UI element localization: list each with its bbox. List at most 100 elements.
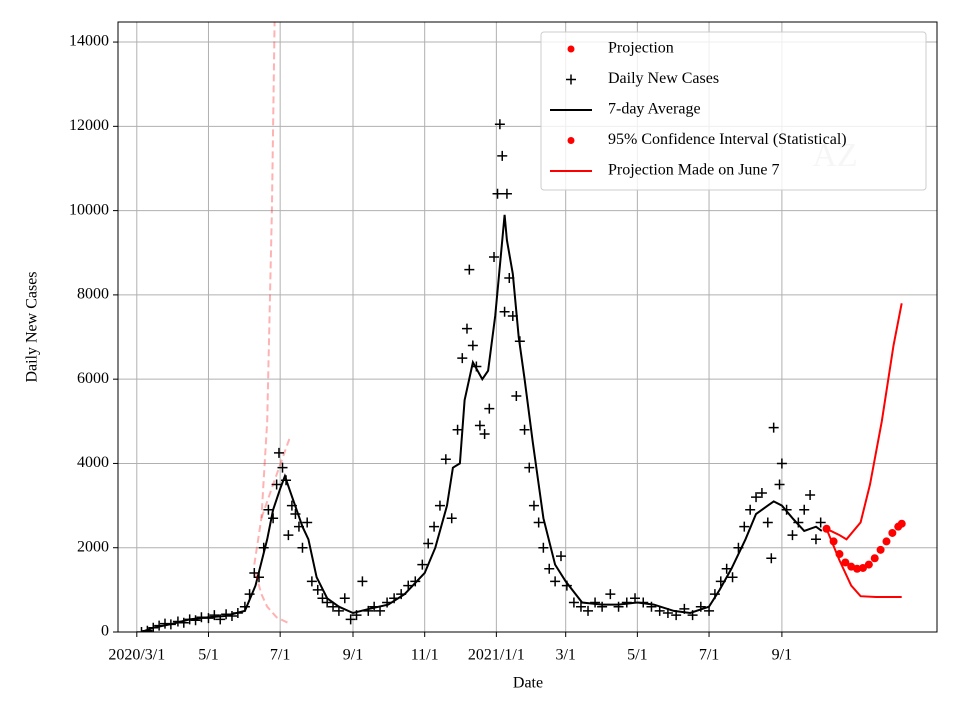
y-tick-label: 0 xyxy=(101,623,109,640)
case-marker xyxy=(756,487,767,498)
legend-marker xyxy=(566,74,576,85)
case-marker xyxy=(762,517,773,528)
case-marker xyxy=(810,534,821,545)
projection-point xyxy=(853,564,862,573)
case-marker xyxy=(440,454,451,465)
case-marker xyxy=(302,517,313,528)
projection-line xyxy=(253,22,276,565)
case-marker xyxy=(467,340,478,351)
case-marker xyxy=(263,504,274,515)
legend-marker xyxy=(567,45,575,53)
legend-label: 95% Confidence Interval (Statistical) xyxy=(608,131,847,148)
case-marker xyxy=(339,593,350,604)
case-marker xyxy=(306,576,317,587)
y-tick-label: 2000 xyxy=(77,538,109,555)
grid xyxy=(118,22,937,633)
case-marker xyxy=(209,610,220,621)
x-tick-label: 2020/3/1 xyxy=(108,647,165,664)
projection-line xyxy=(260,437,291,519)
case-marker xyxy=(776,458,787,469)
case-marker xyxy=(497,150,508,161)
case-marker xyxy=(190,615,201,626)
case-marker xyxy=(745,504,756,515)
case-marker xyxy=(555,551,566,562)
projection-point xyxy=(858,563,867,572)
x-tick-label: 5/1 xyxy=(627,647,647,664)
case-marker xyxy=(568,597,579,608)
y-tick-label: 8000 xyxy=(77,286,109,303)
case-marker xyxy=(499,306,510,317)
case-marker xyxy=(461,323,472,334)
case-marker xyxy=(160,618,171,629)
legend-label: Daily New Cases xyxy=(608,70,719,87)
legend-box xyxy=(540,31,927,191)
x-axis-label: Date xyxy=(513,675,543,692)
case-marker xyxy=(312,584,323,595)
case-marker xyxy=(528,500,539,511)
projection-point xyxy=(897,519,906,528)
case-marker xyxy=(768,422,779,433)
case-marker xyxy=(550,576,561,587)
case-marker xyxy=(492,188,503,199)
case-marker xyxy=(136,627,147,632)
y-tick-label: 6000 xyxy=(77,370,109,387)
case-marker xyxy=(787,530,798,541)
case-marker xyxy=(597,601,608,612)
plot-area xyxy=(136,22,906,632)
case-marker xyxy=(446,513,457,524)
case-marker xyxy=(805,490,816,501)
ticks: 0 2000 4000 6000 8000 10000 12000 14000 2020/3/1… xyxy=(69,33,792,664)
legend-label: Projection Made on June 7 xyxy=(608,162,780,179)
case-marker xyxy=(489,251,500,262)
confidence-line xyxy=(825,528,902,598)
y-tick-label: 10000 xyxy=(69,201,109,218)
case-marker xyxy=(317,593,328,604)
case-marker xyxy=(590,597,601,608)
case-marker xyxy=(268,513,279,524)
case-marker xyxy=(727,572,738,583)
case-marker xyxy=(271,479,282,490)
case-marker xyxy=(494,119,505,130)
case-marker xyxy=(452,424,463,435)
case-marker xyxy=(423,538,434,549)
case-marker xyxy=(283,530,294,541)
case-marker xyxy=(297,542,308,553)
x-tick-label: 7/1 xyxy=(270,647,290,664)
case-marker xyxy=(815,517,826,528)
case-marker xyxy=(464,264,475,275)
projection-point xyxy=(864,560,873,569)
case-marker xyxy=(484,403,495,414)
y-tick-label: 14000 xyxy=(69,33,109,50)
case-marker xyxy=(511,391,522,402)
x-tick-label: 2021/1/1 xyxy=(468,647,525,664)
x-tick-label: 5/1 xyxy=(198,647,218,664)
case-marker xyxy=(613,601,624,612)
case-marker xyxy=(544,563,555,574)
case-marker xyxy=(538,542,549,553)
case-marker xyxy=(429,521,440,532)
legend-label: 7-day Average xyxy=(608,101,701,118)
x-tick-label: 3/1 xyxy=(555,647,575,664)
projection-point xyxy=(870,554,879,563)
legend-label: Projection xyxy=(608,40,674,57)
case-marker xyxy=(519,424,530,435)
case-marker xyxy=(583,605,594,616)
projection-line xyxy=(254,572,291,625)
y-tick-label: 12000 xyxy=(69,117,109,134)
case-marker xyxy=(721,563,732,574)
case-marker xyxy=(766,553,777,564)
case-marker xyxy=(410,576,421,587)
x-tick-label: 9/1 xyxy=(343,647,363,664)
case-marker xyxy=(533,517,544,528)
projection-point xyxy=(882,537,891,546)
x-tick-label: 7/1 xyxy=(699,647,719,664)
case-marker xyxy=(434,500,445,511)
y-axis-label: Daily New Cases xyxy=(24,271,41,382)
case-marker xyxy=(357,576,368,587)
case-marker xyxy=(524,462,535,473)
case-marker xyxy=(479,428,490,439)
projection-point xyxy=(876,545,885,554)
case-marker xyxy=(654,605,665,616)
y-tick-label: 4000 xyxy=(77,454,109,471)
